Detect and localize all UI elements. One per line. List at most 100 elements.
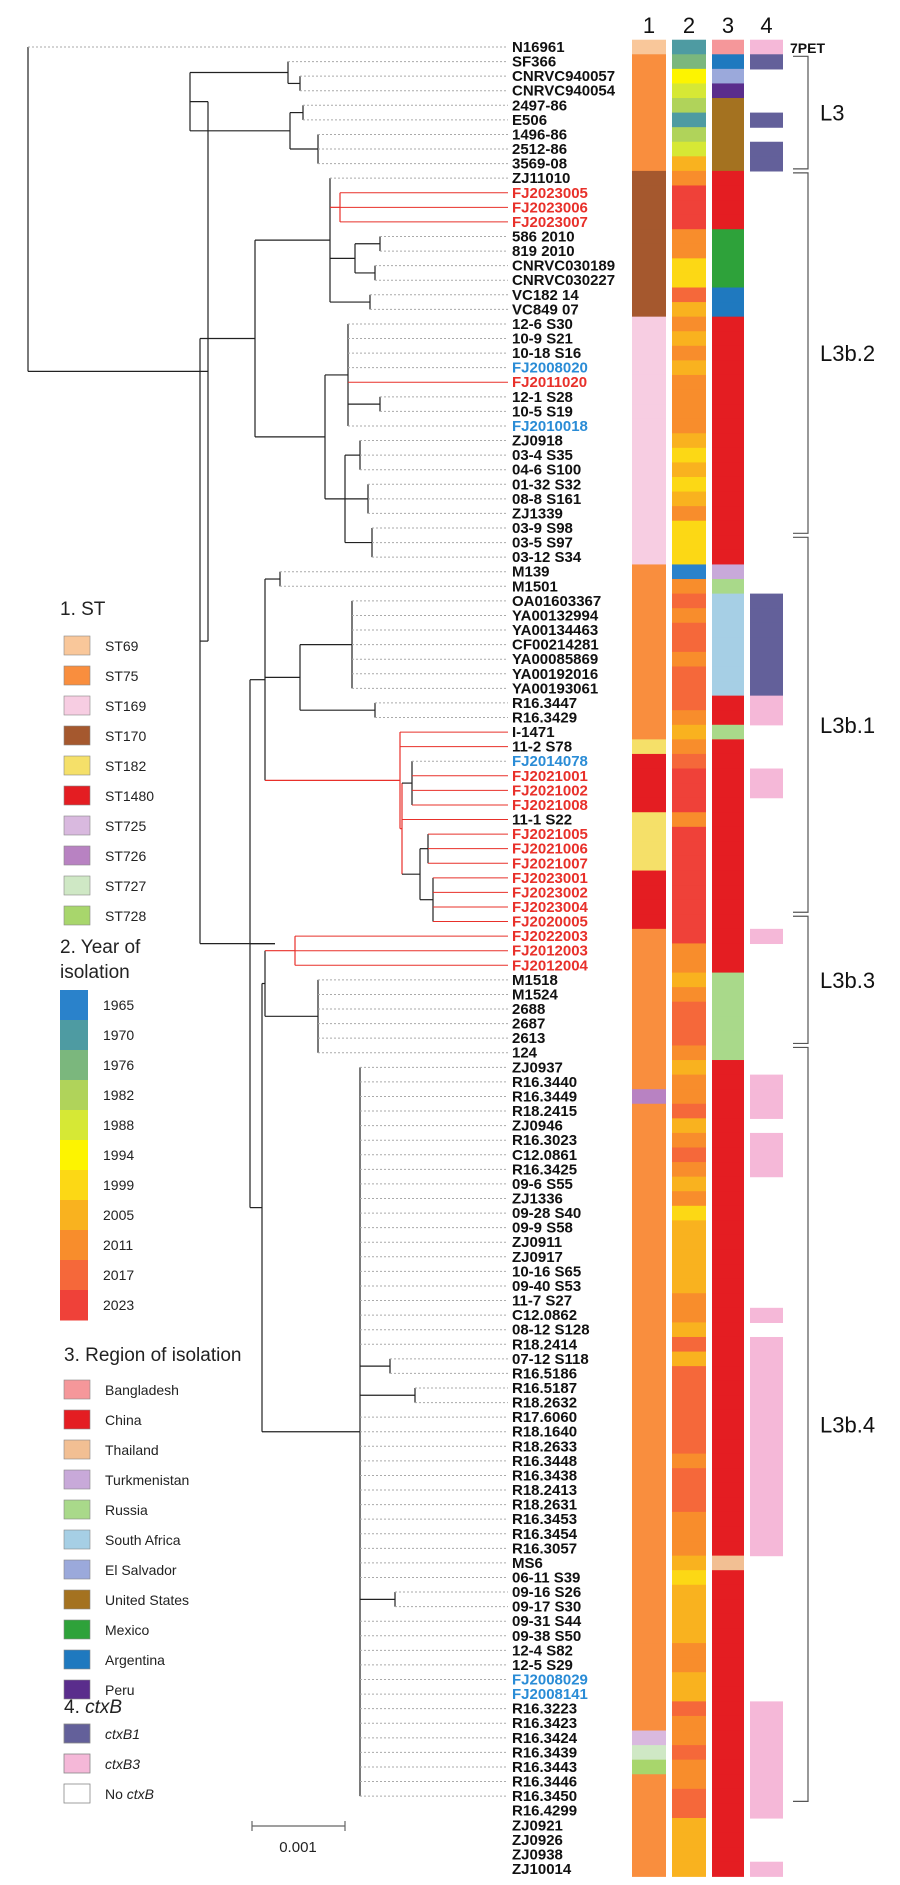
legend-year-label: 1976 bbox=[103, 1057, 134, 1073]
year-cell bbox=[672, 943, 706, 959]
legend-year-label: 1988 bbox=[103, 1117, 134, 1133]
st-cell bbox=[632, 724, 666, 740]
st-cell bbox=[632, 418, 666, 434]
year-cell bbox=[672, 302, 706, 318]
st-cell bbox=[632, 1788, 666, 1805]
region-cell bbox=[712, 476, 744, 493]
year-cell bbox=[672, 112, 706, 128]
year-cell bbox=[672, 1657, 706, 1673]
tip-label: VC849 07 bbox=[512, 301, 579, 318]
region-cell bbox=[712, 68, 744, 85]
st-cell bbox=[632, 258, 666, 274]
tip-label: FJ2021005 bbox=[512, 826, 588, 843]
region-cell bbox=[712, 389, 744, 405]
legend-year-title-2: isolation bbox=[60, 962, 130, 983]
st-cell bbox=[632, 491, 666, 507]
st-cell bbox=[632, 1322, 666, 1338]
tip-label: FJ2023001 bbox=[512, 870, 588, 887]
st-cell bbox=[632, 1643, 666, 1659]
tip-label: ZJ0918 bbox=[512, 433, 563, 450]
legend-st-label: ST69 bbox=[105, 638, 139, 654]
tip-label: 586 2010 bbox=[512, 228, 575, 245]
legend-region-swatch bbox=[63, 1679, 91, 1700]
tip-label: CNRVC030227 bbox=[512, 272, 615, 289]
st-cell bbox=[632, 1016, 666, 1032]
region-cell bbox=[712, 1205, 744, 1221]
st-cell bbox=[632, 1307, 666, 1323]
st-cell bbox=[632, 214, 666, 230]
legend-st-label: ST170 bbox=[105, 728, 146, 744]
year-cell bbox=[672, 1074, 706, 1090]
ctxb-cell bbox=[750, 1453, 783, 1469]
legend-year-swatch bbox=[60, 1050, 88, 1081]
region-cell bbox=[712, 987, 744, 1003]
region-cell bbox=[712, 1730, 744, 1746]
ctxb-cell bbox=[750, 1351, 783, 1367]
tip-label: 03-5 S97 bbox=[512, 535, 573, 552]
tip-label: ZJ0911 bbox=[512, 1234, 562, 1251]
tip-label: R16.5187 bbox=[512, 1380, 577, 1397]
st-cell bbox=[632, 1511, 666, 1528]
tip-label: 11-7 S27 bbox=[512, 1293, 572, 1310]
tip-label: R16.3449 bbox=[512, 1088, 577, 1105]
tip-label: R16.3429 bbox=[512, 709, 577, 726]
st-cell bbox=[632, 1439, 666, 1455]
region-cell bbox=[712, 1511, 744, 1528]
tip-label: C12.0862 bbox=[512, 1307, 577, 1324]
region-cell bbox=[712, 1847, 744, 1863]
legend-region-swatch bbox=[63, 1469, 91, 1490]
clade-brackets: 7PET L3 L3b.2 L3b.1 L3b.3 L3b.4 bbox=[790, 40, 875, 1803]
year-cell bbox=[672, 462, 706, 478]
tip-label: FJ2021001 bbox=[512, 768, 588, 785]
ctxb-cell bbox=[750, 1701, 783, 1717]
year-cell bbox=[672, 783, 706, 799]
year-cell bbox=[672, 739, 706, 755]
st-cell bbox=[632, 229, 666, 245]
st-cell bbox=[632, 1118, 666, 1134]
st-cell bbox=[632, 1409, 666, 1426]
tip-label: 03-9 S98 bbox=[512, 520, 573, 537]
tip-labels: N16961SF366CNRVC940057CNRVC9400542497-86… bbox=[512, 39, 616, 1878]
tip-label: R18.2414 bbox=[512, 1336, 578, 1353]
region-cell bbox=[712, 1526, 744, 1542]
ctxb-cell bbox=[750, 1497, 783, 1513]
year-cell bbox=[672, 928, 706, 945]
st-cell bbox=[632, 345, 666, 361]
region-cell bbox=[712, 1380, 744, 1396]
legend-st-swatch bbox=[63, 665, 91, 686]
tip-label: FJ2022003 bbox=[512, 928, 588, 945]
region-cell bbox=[712, 826, 744, 842]
st-cell bbox=[632, 1001, 666, 1017]
legend-st-label: ST727 bbox=[105, 878, 146, 894]
year-cell bbox=[672, 695, 706, 711]
tip-label: R18.1640 bbox=[512, 1424, 577, 1441]
legend-year-swatch bbox=[60, 1290, 88, 1321]
year-cell bbox=[672, 1336, 706, 1353]
region-cell bbox=[712, 1424, 744, 1440]
year-cell bbox=[672, 54, 706, 70]
region-cell bbox=[712, 841, 744, 857]
st-cell bbox=[632, 797, 666, 813]
clade-label: 7PET bbox=[790, 40, 825, 56]
tip-label: R16.3448 bbox=[512, 1453, 577, 1470]
region-cell bbox=[712, 1439, 744, 1455]
region-cell bbox=[712, 855, 744, 872]
year-cell bbox=[672, 229, 706, 245]
ctxb-cell bbox=[750, 1745, 783, 1761]
tip-label: 12-5 S29 bbox=[512, 1657, 573, 1674]
region-cell bbox=[712, 1234, 744, 1251]
ctxb-cell bbox=[750, 1307, 783, 1323]
tip-label: 09-38 S50 bbox=[512, 1628, 581, 1645]
tip-label: CNRVC940057 bbox=[512, 68, 615, 85]
tip-label: 2497-86 bbox=[512, 97, 567, 114]
st-cell bbox=[632, 1774, 666, 1790]
clade-bracket bbox=[793, 55, 809, 170]
region-cell bbox=[712, 1701, 744, 1717]
year-cell bbox=[672, 1584, 706, 1600]
year-cell bbox=[672, 433, 706, 449]
st-cell bbox=[632, 331, 666, 347]
tip-label: FJ2023007 bbox=[512, 214, 588, 231]
tip-label: ZJ0926 bbox=[512, 1832, 563, 1849]
st-cell bbox=[632, 1293, 666, 1309]
st-cell bbox=[632, 433, 666, 449]
